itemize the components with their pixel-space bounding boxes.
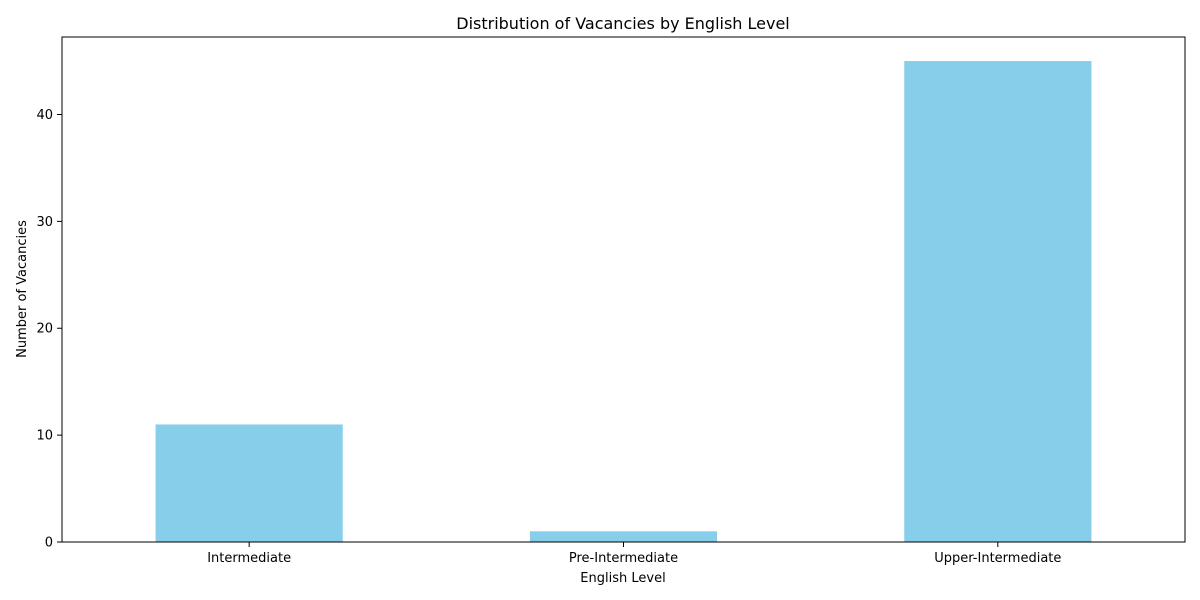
y-tick-label: 0 <box>45 536 53 551</box>
y-axis-label: Number of Vacancies <box>15 220 30 358</box>
bar-upper-intermediate <box>904 61 1092 543</box>
x-tick-label: Pre-Intermediate <box>569 551 678 566</box>
y-tick-label: 20 <box>36 322 53 337</box>
x-axis-ticks: Intermediate Pre-Intermediate Upper-Interm… <box>207 542 1061 566</box>
bars-layer <box>155 61 1092 543</box>
x-tick-label: Intermediate <box>207 551 291 566</box>
x-tick-label: Upper-Intermediate <box>934 551 1061 566</box>
y-tick-label: 30 <box>36 215 53 230</box>
plot-frame <box>61 36 1186 543</box>
chart-title: Distribution of Vacancies by English Lev… <box>456 14 790 33</box>
bar-pre-intermediate <box>529 531 718 542</box>
bar-intermediate <box>155 424 343 542</box>
x-axis-label: English Level <box>580 571 665 586</box>
y-tick-label: 40 <box>36 108 53 123</box>
y-tick-label: 10 <box>36 429 53 444</box>
y-axis-ticks: 0 10 20 30 40 <box>36 108 62 551</box>
